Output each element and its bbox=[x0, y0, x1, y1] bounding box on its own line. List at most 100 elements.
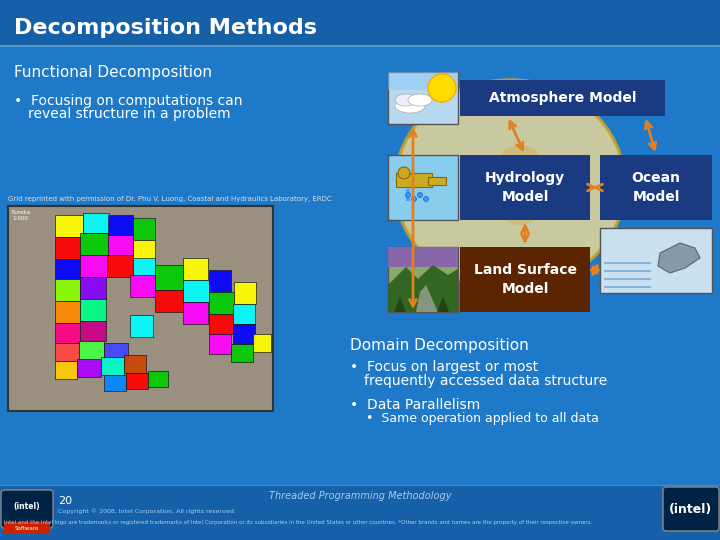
Text: Ocean
Model: Ocean Model bbox=[631, 171, 680, 204]
FancyBboxPatch shape bbox=[209, 270, 231, 292]
FancyBboxPatch shape bbox=[80, 277, 106, 299]
FancyBboxPatch shape bbox=[107, 255, 133, 277]
FancyBboxPatch shape bbox=[55, 279, 80, 301]
FancyBboxPatch shape bbox=[80, 321, 106, 341]
FancyBboxPatch shape bbox=[108, 235, 133, 255]
Text: Grid reprinted with permission of Dr. Phu V. Luong, Coastal and Hydraulics Labor: Grid reprinted with permission of Dr. Ph… bbox=[8, 196, 332, 202]
FancyBboxPatch shape bbox=[55, 215, 83, 237]
FancyBboxPatch shape bbox=[460, 247, 590, 312]
FancyBboxPatch shape bbox=[231, 344, 253, 362]
FancyBboxPatch shape bbox=[155, 290, 183, 312]
Text: Decomposition Methods: Decomposition Methods bbox=[14, 18, 317, 38]
FancyBboxPatch shape bbox=[209, 334, 231, 354]
Text: •  Focus on largest or most: • Focus on largest or most bbox=[350, 360, 538, 374]
FancyBboxPatch shape bbox=[133, 218, 155, 240]
Circle shape bbox=[423, 197, 428, 201]
FancyBboxPatch shape bbox=[101, 357, 124, 375]
Text: Hydrology
Model: Hydrology Model bbox=[485, 171, 565, 204]
FancyBboxPatch shape bbox=[1, 490, 53, 528]
Text: Intel and the Intel logo are trademarks or registered trademarks of Intel Corpor: Intel and the Intel logo are trademarks … bbox=[4, 520, 593, 525]
FancyBboxPatch shape bbox=[55, 343, 79, 361]
Ellipse shape bbox=[395, 94, 417, 106]
Ellipse shape bbox=[490, 145, 550, 225]
FancyBboxPatch shape bbox=[108, 215, 133, 235]
Polygon shape bbox=[437, 297, 449, 312]
Text: Software: Software bbox=[15, 525, 39, 530]
FancyBboxPatch shape bbox=[460, 80, 665, 116]
Text: Land Surface
Model: Land Surface Model bbox=[474, 264, 577, 296]
Circle shape bbox=[398, 167, 410, 179]
Circle shape bbox=[428, 74, 456, 102]
Circle shape bbox=[412, 197, 416, 201]
FancyBboxPatch shape bbox=[80, 299, 106, 321]
Text: •  Data Parallelism: • Data Parallelism bbox=[350, 398, 480, 412]
FancyBboxPatch shape bbox=[55, 237, 80, 259]
FancyBboxPatch shape bbox=[155, 265, 183, 290]
Circle shape bbox=[418, 192, 423, 198]
Ellipse shape bbox=[395, 80, 625, 290]
Text: •  Focusing on computations can: • Focusing on computations can bbox=[14, 94, 243, 108]
Bar bbox=[388, 247, 458, 267]
FancyBboxPatch shape bbox=[104, 375, 126, 391]
FancyBboxPatch shape bbox=[133, 258, 155, 278]
FancyBboxPatch shape bbox=[253, 334, 271, 352]
Text: (intel): (intel) bbox=[14, 502, 40, 510]
FancyBboxPatch shape bbox=[209, 314, 233, 334]
FancyBboxPatch shape bbox=[183, 258, 208, 280]
FancyBboxPatch shape bbox=[460, 155, 590, 220]
Polygon shape bbox=[658, 243, 700, 273]
FancyBboxPatch shape bbox=[209, 292, 234, 314]
Bar bbox=[428, 177, 446, 185]
Text: Domain Decomposition: Domain Decomposition bbox=[350, 338, 528, 353]
FancyBboxPatch shape bbox=[148, 371, 168, 387]
FancyBboxPatch shape bbox=[663, 487, 719, 531]
FancyBboxPatch shape bbox=[83, 213, 109, 233]
FancyBboxPatch shape bbox=[0, 0, 720, 46]
Polygon shape bbox=[388, 265, 458, 312]
Text: frequently accessed data structure: frequently accessed data structure bbox=[364, 374, 607, 388]
FancyBboxPatch shape bbox=[77, 359, 101, 377]
FancyBboxPatch shape bbox=[130, 315, 153, 337]
FancyBboxPatch shape bbox=[234, 282, 256, 304]
FancyBboxPatch shape bbox=[183, 302, 208, 324]
FancyBboxPatch shape bbox=[233, 324, 255, 344]
FancyBboxPatch shape bbox=[55, 301, 80, 323]
Ellipse shape bbox=[395, 99, 425, 113]
FancyBboxPatch shape bbox=[388, 72, 458, 124]
Bar bbox=[406, 189, 410, 201]
FancyBboxPatch shape bbox=[388, 72, 458, 90]
FancyBboxPatch shape bbox=[80, 255, 107, 277]
Text: Functional Decomposition: Functional Decomposition bbox=[14, 64, 212, 79]
FancyBboxPatch shape bbox=[4, 522, 50, 534]
Text: Atmosphere Model: Atmosphere Model bbox=[489, 91, 636, 105]
FancyBboxPatch shape bbox=[600, 155, 712, 220]
FancyBboxPatch shape bbox=[0, 485, 720, 540]
Ellipse shape bbox=[408, 94, 432, 106]
Text: Threaded Programming Methodology: Threaded Programming Methodology bbox=[269, 491, 451, 501]
Text: Eureka
1:000: Eureka 1:000 bbox=[12, 210, 31, 221]
FancyBboxPatch shape bbox=[55, 259, 80, 279]
FancyBboxPatch shape bbox=[130, 275, 155, 297]
Text: reveal structure in a problem: reveal structure in a problem bbox=[28, 107, 230, 121]
FancyBboxPatch shape bbox=[80, 233, 108, 255]
Circle shape bbox=[405, 192, 410, 198]
FancyBboxPatch shape bbox=[8, 206, 273, 411]
Polygon shape bbox=[394, 297, 406, 312]
FancyBboxPatch shape bbox=[79, 341, 104, 361]
FancyBboxPatch shape bbox=[388, 247, 458, 312]
Text: 20: 20 bbox=[58, 496, 72, 506]
FancyBboxPatch shape bbox=[104, 343, 128, 363]
FancyBboxPatch shape bbox=[388, 155, 458, 220]
FancyBboxPatch shape bbox=[233, 304, 255, 324]
FancyBboxPatch shape bbox=[600, 228, 712, 293]
FancyBboxPatch shape bbox=[55, 323, 80, 343]
Text: •  Same operation applied to all data: • Same operation applied to all data bbox=[366, 412, 599, 425]
Polygon shape bbox=[416, 285, 438, 312]
Text: Copyright © 2008, Intel Corporation. All rights reserved.: Copyright © 2008, Intel Corporation. All… bbox=[58, 508, 235, 514]
FancyBboxPatch shape bbox=[126, 373, 148, 389]
Text: (intel): (intel) bbox=[670, 503, 713, 516]
FancyBboxPatch shape bbox=[183, 280, 209, 302]
FancyBboxPatch shape bbox=[133, 240, 155, 260]
FancyBboxPatch shape bbox=[55, 361, 77, 379]
FancyBboxPatch shape bbox=[124, 355, 146, 373]
